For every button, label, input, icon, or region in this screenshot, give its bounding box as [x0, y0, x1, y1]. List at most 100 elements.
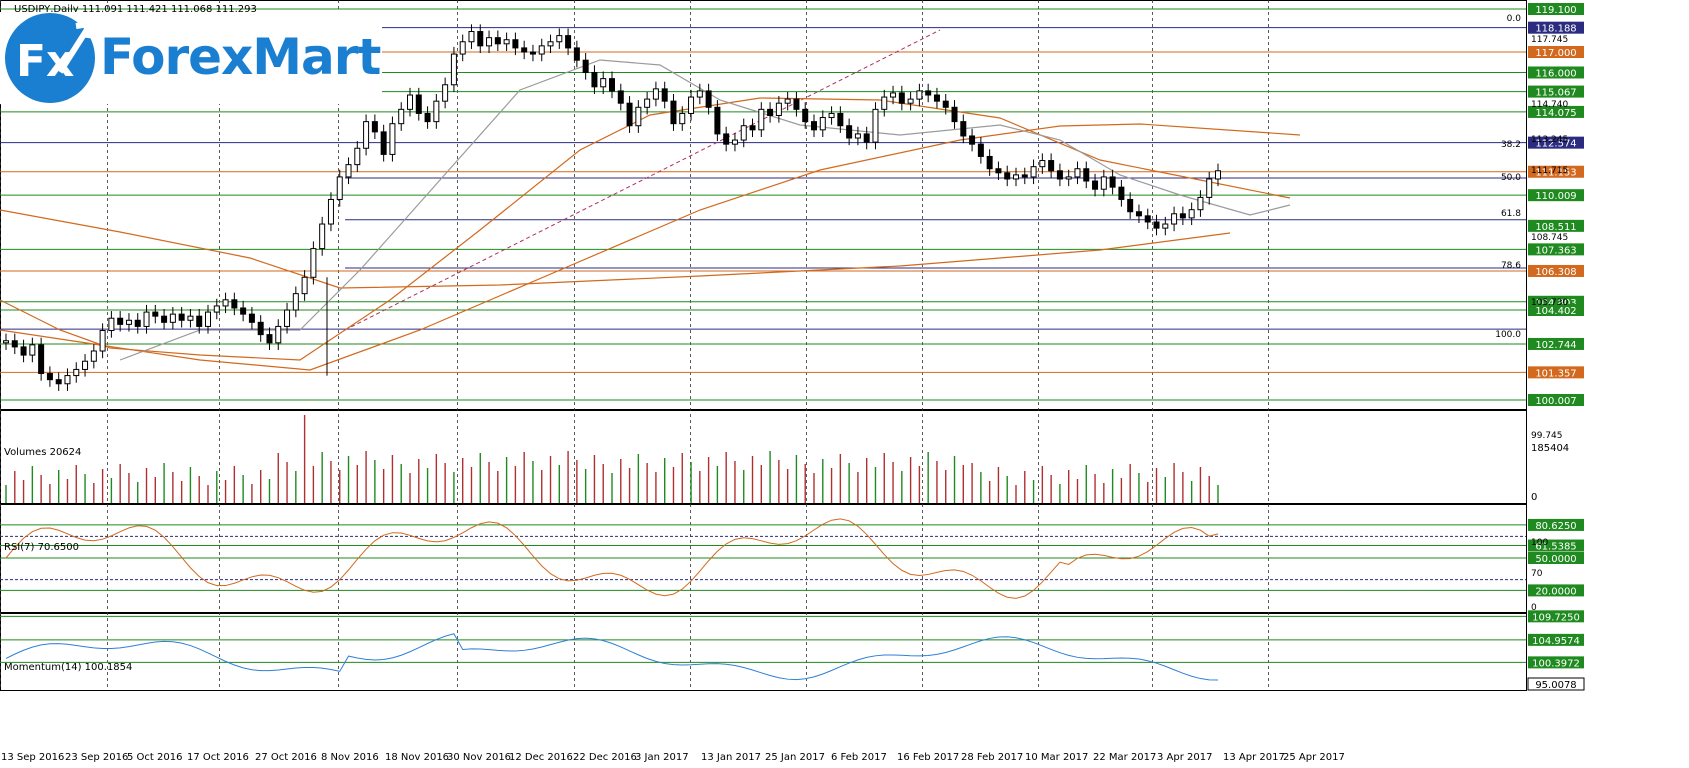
candle-body [99, 330, 106, 352]
candle-body [1109, 176, 1116, 188]
momentum-label-box [1528, 610, 1584, 623]
rsi-label-box [1528, 584, 1584, 597]
candle-body [38, 344, 45, 375]
price-label: 114.075 [1535, 108, 1576, 119]
trend-line [344, 29, 941, 331]
ma-200 [0, 209, 1231, 289]
price-label: 102.744 [1535, 340, 1576, 351]
price-label-box [1528, 21, 1584, 34]
candle-body [749, 125, 756, 131]
candle-body [222, 299, 229, 307]
fib-label: 50.0 [1501, 173, 1521, 183]
candle-body [512, 39, 519, 49]
candle-body [740, 125, 747, 141]
date-label: 13 Jan 2017 [701, 752, 761, 763]
candle-body [758, 108, 765, 131]
candle-body [82, 360, 89, 370]
candle-body [617, 90, 624, 104]
candle-body [319, 223, 326, 250]
candle-body [468, 31, 475, 43]
rsi-tick: 70 [1531, 569, 1543, 579]
rsi-label-box [1528, 518, 1584, 531]
momentum-line [5, 633, 1219, 681]
candle-body [442, 84, 449, 102]
price-label: 111.153 [1535, 168, 1576, 179]
rsi-tick: 0 [1531, 603, 1537, 613]
candle-body [819, 117, 826, 131]
candle-body [1092, 180, 1099, 190]
candle-body [310, 248, 317, 278]
candle-body [609, 78, 615, 92]
candle-body [266, 334, 273, 344]
rsi-header: RSI(7) 70.6500 [4, 542, 79, 553]
volume-max: 185404 [1531, 443, 1569, 454]
price-tick: 114.740 [1531, 100, 1568, 110]
candle-body [380, 131, 387, 155]
rsi-label: 50.0000 [1535, 554, 1576, 565]
candle-body [784, 98, 791, 104]
ma-20 [119, 59, 1291, 361]
candle-body [152, 311, 159, 317]
candle-body [459, 41, 466, 55]
candle-body [161, 315, 168, 323]
candle-body [942, 100, 949, 108]
candle-body [178, 313, 185, 321]
price-tick: 117.745 [1531, 35, 1568, 45]
date-label: 13 Sep 2016 [1, 752, 64, 763]
price-label-box [1528, 264, 1584, 277]
candle-body [951, 106, 958, 123]
candle-body [705, 90, 712, 108]
candle-body [248, 313, 255, 323]
price-label: 107.363 [1535, 245, 1576, 256]
candle-body [143, 311, 150, 327]
price-label: 106.308 [1535, 267, 1576, 278]
candle-body [670, 100, 677, 125]
date-label: 22 Dec 2016 [573, 752, 637, 763]
candle-body [1197, 196, 1204, 211]
candle-body [1074, 168, 1081, 178]
candle-body [529, 51, 536, 55]
candle-body [73, 368, 80, 377]
candle-body [1056, 170, 1063, 180]
candle-body [723, 133, 730, 145]
price-label: 112.574 [1535, 139, 1576, 150]
price-label: 104.402 [1535, 306, 1576, 317]
candle-body [565, 35, 572, 49]
candle-body [196, 315, 203, 327]
candle-body [46, 373, 53, 381]
candle-body [371, 121, 378, 133]
candle-body [1039, 160, 1046, 168]
candle-body [90, 350, 97, 362]
date-label: 3 Jan 2017 [635, 752, 689, 763]
candle-body [898, 92, 905, 104]
candle-body [275, 325, 282, 344]
price-label-box [1528, 189, 1584, 202]
rsi-label: 80.6250 [1535, 521, 1576, 532]
candle-body [169, 313, 176, 323]
momentum-label-box [1527, 677, 1585, 691]
date-label: 8 Nov 2016 [321, 752, 379, 763]
price-label: 118.188 [1535, 24, 1576, 35]
price-label: 100.007 [1535, 396, 1576, 407]
date-label: 18 Nov 2016 [385, 752, 449, 763]
rsi-label: 20.0000 [1535, 586, 1576, 597]
candle-body [933, 94, 940, 102]
date-label: 10 Mar 2017 [1025, 752, 1088, 763]
candle-body [1171, 213, 1178, 225]
price-tick: 111.715 [1531, 166, 1568, 176]
candle-body [960, 121, 967, 137]
candle-body [1021, 174, 1028, 178]
candle-body [775, 102, 782, 116]
fib-label: 61.8 [1501, 209, 1521, 219]
price-label-box [1528, 303, 1584, 316]
candle-body [1013, 174, 1019, 180]
candle-body [1144, 215, 1151, 223]
candle-body [354, 147, 361, 166]
candle-body [556, 35, 563, 43]
momentum-label: 100.3972 [1532, 658, 1580, 669]
candle-body [389, 123, 396, 155]
date-label: 23 Sep 2016 [65, 752, 128, 763]
forexmart-logo: Fx ForexMart [0, 12, 382, 104]
candle-body [600, 78, 607, 88]
